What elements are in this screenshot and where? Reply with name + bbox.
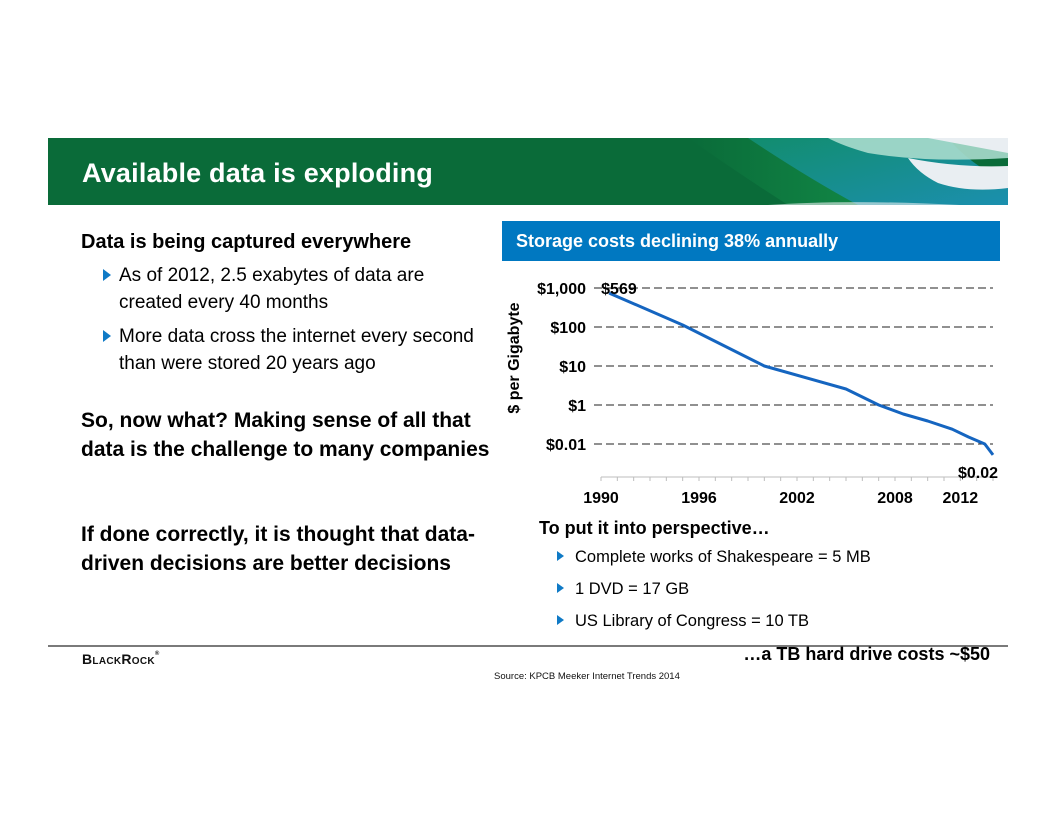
footer-divider xyxy=(48,645,1008,647)
page-title: Available data is exploding xyxy=(82,158,433,188)
section-heading: Data is being captured everywhere xyxy=(81,231,412,253)
y-tick-label: $1 xyxy=(568,398,586,415)
bullet-item: More data cross the internet every secon… xyxy=(103,323,491,377)
bullet-item: As of 2012, 2.5 exabytes of data are cre… xyxy=(103,262,491,316)
perspective-item: 1 DVD = 17 GB xyxy=(557,578,999,600)
storage-cost-chart: $ per Gigabyte $1,000 $100 $10 $1 $0.01 1990… xyxy=(506,281,998,507)
logo-text: BlackRock xyxy=(82,651,155,667)
bullet-triangle-icon xyxy=(103,330,111,342)
hard-drive-callout: …a TB hard drive costs ~$50 xyxy=(743,644,990,664)
y-tick-label: $10 xyxy=(559,359,586,376)
annotation-end-value: $0.02 xyxy=(958,465,998,482)
title-banner: Available data is exploding xyxy=(48,138,1008,205)
perspective-text: 1 DVD = 17 GB xyxy=(575,580,690,598)
perspective-list: Complete works of Shakespeare = 5 MB 1 D… xyxy=(557,546,999,632)
perspective-heading: To put it into perspective… xyxy=(539,518,770,538)
banner-swoosh-graphic xyxy=(48,138,1008,205)
x-tick-label: 2008 xyxy=(877,490,913,507)
x-tick-labels: 1990 1996 2002 2008 2012 xyxy=(583,490,978,507)
bullet-triangle-icon xyxy=(103,269,111,281)
gridlines xyxy=(594,287,993,445)
bullet-text: More data cross the internet every secon… xyxy=(119,326,474,374)
paragraph-decisions: If done correctly, it is thought that da… xyxy=(81,523,475,575)
y-tick-label: $0.01 xyxy=(546,437,586,454)
bullet-text: As of 2012, 2.5 exabytes of data are cre… xyxy=(119,265,425,313)
chart-title-banner: Storage costs declining 38% annually xyxy=(502,221,1000,261)
x-tick-label: 1990 xyxy=(583,490,619,507)
left-content: Data is being captured everywhere As of … xyxy=(81,228,491,384)
paragraph-challenge: So, now what? Making sense of all that d… xyxy=(81,409,490,461)
bullet-triangle-icon xyxy=(557,551,564,561)
annotation-start-value: $569 xyxy=(601,281,637,298)
y-tick-label: $1,000 xyxy=(537,281,586,298)
source-note: Source: KPCB Meeker Internet Trends 2014 xyxy=(494,671,680,682)
perspective-text: Complete works of Shakespeare = 5 MB xyxy=(575,548,871,566)
registered-mark: ® xyxy=(154,651,160,657)
bullet-triangle-icon xyxy=(557,583,564,593)
y-tick-labels: $1,000 $100 $10 $1 $0.01 xyxy=(537,281,586,454)
perspective-text: US Library of Congress = 10 TB xyxy=(575,612,810,630)
perspective-item: Complete works of Shakespeare = 5 MB xyxy=(557,546,999,568)
series-line xyxy=(608,291,995,456)
y-axis-label: $ per Gigabyte xyxy=(506,302,523,413)
y-tick-label: $100 xyxy=(550,320,586,337)
perspective-item: US Library of Congress = 10 TB xyxy=(557,610,999,632)
x-tick-label: 2002 xyxy=(779,490,815,507)
bullet-list: As of 2012, 2.5 exabytes of data are cre… xyxy=(103,262,491,377)
bullet-triangle-icon xyxy=(557,615,564,625)
blackrock-logo: BlackRock® xyxy=(82,651,160,667)
x-tick-label: 1996 xyxy=(681,490,717,507)
x-axis xyxy=(600,476,994,481)
x-tick-label: 2012 xyxy=(943,490,979,507)
chart-title: Storage costs declining 38% annually xyxy=(516,231,839,251)
perspective-section: To put it into perspective… Complete wor… xyxy=(539,516,999,642)
